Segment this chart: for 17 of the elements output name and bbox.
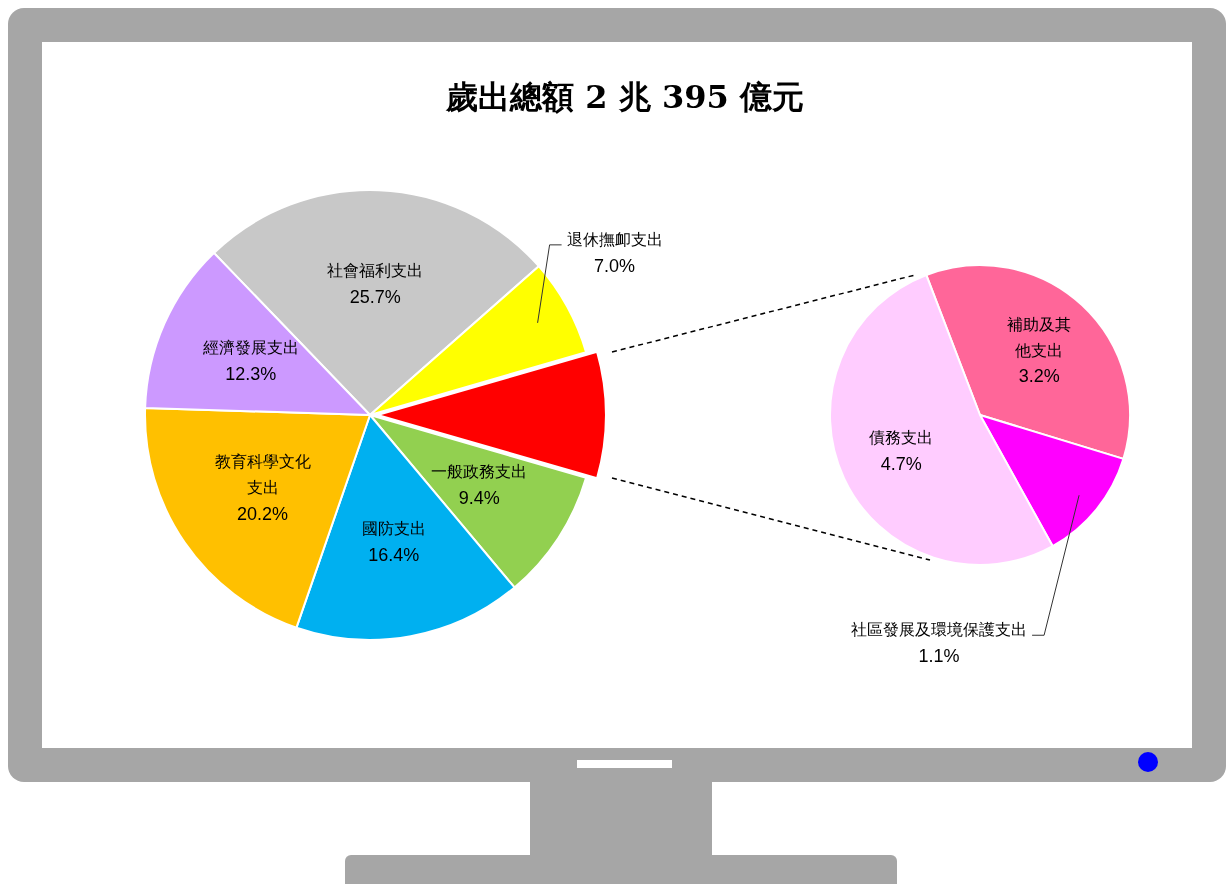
slice-label: 一般政務支出 xyxy=(431,462,528,482)
slice-label: 退休撫卹支出 xyxy=(566,230,663,250)
data-label: 1.1% xyxy=(918,646,960,667)
data-label: 3.2% xyxy=(1018,366,1060,387)
data-label: 20.2% xyxy=(237,504,289,524)
data-label: 25.7% xyxy=(349,286,401,307)
slice-label: 社區發展及環境保護支出 xyxy=(851,620,1028,640)
slice-label: 經濟發展支出 xyxy=(201,338,299,358)
data-label: 16.4% xyxy=(368,545,420,566)
data-label: 9.4% xyxy=(458,488,500,509)
slice-label: 社會福利支出 xyxy=(327,260,424,280)
slice-label: 教育科學文化支出 xyxy=(214,452,311,498)
slice-label: 補助及其他支出 xyxy=(1007,314,1072,360)
chart-title: 歲出總額 2 兆 395 億元 xyxy=(445,78,804,117)
data-label: 7.0% xyxy=(594,255,636,276)
data-label: 12.3% xyxy=(225,364,277,385)
slice-label: 國防支出 xyxy=(361,519,426,539)
